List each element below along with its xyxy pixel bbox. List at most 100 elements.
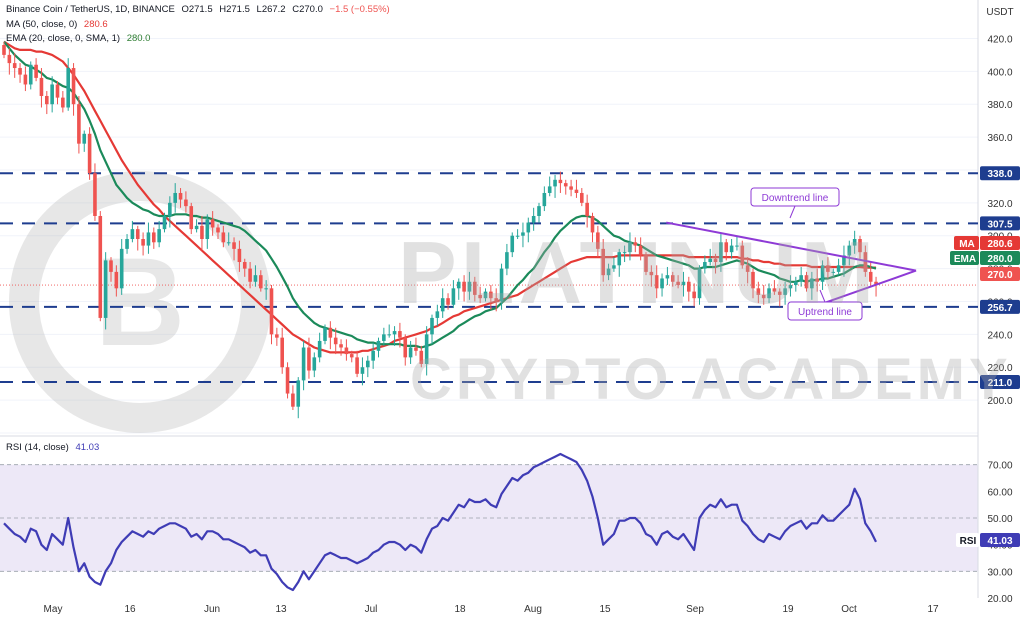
- candle-body: [719, 242, 723, 263]
- candle-body: [344, 347, 349, 355]
- time-axis[interactable]: May 16 Jun 13 Jul 18 Aug 15 Sep 19 Oct 17: [44, 604, 939, 615]
- candle-body: [660, 278, 664, 289]
- candle-body: [836, 265, 841, 272]
- legend-rsi-row[interactable]: RSI (14, close) 41.03: [6, 442, 99, 453]
- candle-body: [226, 242, 231, 244]
- candle-body: [547, 186, 552, 193]
- candle-body: [724, 242, 729, 253]
- legend-close: C270.0: [292, 4, 323, 15]
- candle-body: [831, 271, 836, 273]
- candle-body: [2, 45, 6, 55]
- candle-body: [216, 227, 220, 233]
- candle-body: [403, 337, 408, 358]
- candle-body: [826, 265, 830, 272]
- candle-body: [868, 271, 873, 282]
- candle-body: [39, 77, 44, 96]
- candle-body: [200, 225, 204, 240]
- candle-body: [125, 239, 129, 249]
- svg-text:B: B: [95, 233, 185, 372]
- candle-body: [820, 265, 825, 282]
- rsi-path: [3, 452, 877, 592]
- candle-body: [317, 340, 322, 358]
- candle-body: [863, 252, 868, 272]
- candle-body: [842, 255, 846, 266]
- candle-body: [794, 281, 798, 286]
- legend-ema-row[interactable]: EMA (20, close, 0, SMA, 1) 280.0: [6, 33, 150, 44]
- candle-body: [398, 331, 402, 338]
- candle-body: [103, 260, 108, 318]
- candle-body: [414, 347, 418, 351]
- candle-body: [580, 192, 584, 203]
- candle-body: [419, 350, 424, 364]
- time-tick-label: Jul: [365, 604, 378, 615]
- candle-body: [45, 95, 49, 105]
- candle-body: [280, 337, 284, 368]
- legend-symbol[interactable]: Binance Coin / TetherUS, 1D, BINANCE: [6, 4, 175, 15]
- candle-body: [221, 232, 226, 243]
- candle-body: [440, 298, 445, 312]
- legend-symbol-row: Binance Coin / TetherUS, 1D, BINANCE O27…: [6, 4, 390, 15]
- price-tick-label: 220.0: [987, 363, 1012, 374]
- candle-body: [23, 74, 28, 85]
- candle-body: [815, 278, 819, 282]
- candles: [2, 41, 878, 419]
- time-tick-label: 15: [599, 604, 611, 615]
- candle-body: [665, 275, 670, 279]
- candle-body: [510, 235, 515, 253]
- uptrend-annotation-box: [787, 301, 863, 321]
- candle-body: [478, 294, 482, 299]
- legend-ma-row[interactable]: MA (50, close, 0) 280.6: [6, 19, 108, 30]
- legend-rsi-value: 41.03: [75, 442, 100, 453]
- level-tag-bg: [980, 299, 1020, 314]
- candle-body: [542, 192, 547, 207]
- candle-body: [494, 298, 498, 302]
- candle-body: [87, 133, 92, 174]
- candle-body: [12, 63, 17, 69]
- watermark-line1: PLATINUM: [398, 223, 879, 322]
- candle-body: [499, 268, 504, 302]
- candle-body: [585, 202, 589, 216]
- time-tick-label: 17: [927, 604, 939, 615]
- candle-body: [531, 215, 536, 223]
- candle-body: [66, 68, 70, 108]
- ma-tag-label: MA: [959, 239, 975, 250]
- price-tick-label: 200.0: [987, 396, 1012, 407]
- candle-body: [323, 327, 327, 341]
- rsi-tag-bg: [956, 533, 979, 547]
- candle-body: [82, 133, 87, 144]
- candle-body: [451, 288, 456, 305]
- candle-body: [473, 281, 477, 295]
- candle-body: [692, 291, 696, 299]
- candle-body: [772, 288, 777, 292]
- ema-tag-label: EMA: [954, 254, 976, 265]
- ma-tag-bg: [954, 236, 979, 250]
- candle-body: [328, 327, 333, 338]
- candle-body: [168, 202, 172, 216]
- candle-body: [146, 232, 151, 246]
- candle-body: [537, 206, 541, 216]
- candle-body: [253, 275, 258, 282]
- candle-body: [430, 317, 434, 335]
- ema-value-tag-value: 280.0: [987, 254, 1012, 265]
- level-tag-bg: [980, 375, 1020, 390]
- candle-body: [408, 347, 413, 358]
- candle-body: [242, 262, 247, 269]
- candle-body: [697, 268, 702, 299]
- candle-body: [248, 268, 252, 282]
- candle-body: [205, 219, 210, 240]
- candle-body: [307, 347, 311, 371]
- candle-body: [232, 242, 236, 249]
- candle-body: [61, 97, 65, 108]
- candle-body: [71, 68, 76, 105]
- candle-body: [435, 311, 440, 318]
- rsi-band: [0, 464, 978, 572]
- level-tag-bg: [980, 166, 1020, 181]
- legend-ema-label: EMA (20, close, 0, SMA, 1): [6, 33, 121, 44]
- candle-body: [649, 271, 654, 276]
- candle-body: [606, 268, 611, 276]
- candle-body: [563, 183, 568, 187]
- candle-body: [50, 84, 54, 105]
- legend-ma-label: MA (50, close, 0): [6, 19, 78, 30]
- candle-body: [371, 350, 375, 361]
